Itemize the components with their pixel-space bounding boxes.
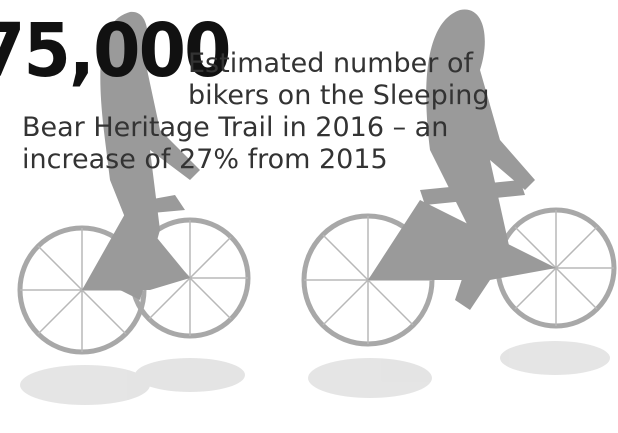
headline-text: Estimated number of — [188, 50, 473, 77]
headline-text: bikers on the Sleeping — [188, 82, 490, 109]
infographic: 75,000 Estimated number of bikers on the… — [0, 0, 618, 433]
headline-text: Bear Heritage Trail in 2016 – an — [22, 114, 448, 141]
headline-text: increase of 27% from 2015 — [22, 146, 388, 173]
